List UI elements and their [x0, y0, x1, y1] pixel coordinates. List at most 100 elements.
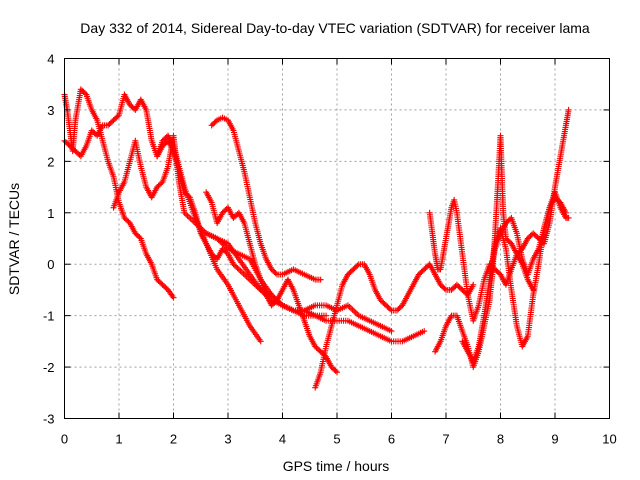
data-point — [504, 236, 511, 243]
data-point — [354, 262, 361, 269]
data-point — [88, 127, 95, 134]
data-point — [154, 276, 161, 283]
data-point — [155, 277, 162, 284]
data-point — [317, 348, 324, 355]
data-point — [553, 195, 560, 202]
data-point — [72, 148, 79, 155]
data-point — [384, 303, 391, 310]
data-point — [230, 261, 237, 268]
series-track-5 — [208, 114, 324, 283]
data-point — [419, 267, 426, 274]
data-point — [331, 366, 338, 373]
data-point — [344, 271, 351, 278]
data-point — [268, 266, 275, 273]
data-point — [554, 196, 561, 203]
data-point — [155, 182, 162, 189]
data-point — [513, 250, 520, 257]
data-point — [211, 253, 218, 260]
series-track-12 — [486, 194, 569, 283]
data-point — [347, 268, 354, 275]
y-tick-label: 1 — [47, 206, 54, 221]
data-point — [393, 307, 400, 314]
data-point — [181, 189, 188, 196]
data-point — [455, 283, 462, 290]
data-point — [75, 150, 82, 157]
data-point — [132, 230, 139, 237]
y-axis-title: SDTVAR / TECUs — [6, 183, 22, 295]
data-point — [234, 265, 241, 272]
data-point — [507, 239, 514, 246]
data-point — [398, 303, 405, 310]
data-point — [381, 301, 388, 308]
data-point — [129, 104, 136, 111]
data-point — [451, 284, 458, 291]
data-point — [565, 106, 572, 113]
data-point — [269, 301, 276, 308]
data-point — [534, 234, 541, 241]
data-point — [64, 140, 71, 147]
data-point — [111, 115, 118, 122]
data-point — [211, 119, 218, 126]
data-point — [453, 281, 460, 288]
data-point — [160, 136, 167, 143]
data-point — [230, 214, 237, 221]
data-point — [530, 230, 537, 237]
data-point — [271, 268, 278, 275]
data-point — [233, 263, 240, 270]
series-track-7 — [203, 230, 428, 345]
data-point — [504, 218, 511, 225]
data-point — [231, 262, 238, 269]
data-point — [385, 304, 392, 311]
data-point — [65, 141, 72, 148]
axis-ticks — [64, 58, 610, 419]
data-point — [457, 285, 464, 292]
data-point — [156, 279, 163, 286]
data-point — [346, 270, 353, 277]
x-axis-tick-labels: 0 1 2 3 4 5 6 7 8 9 10 — [61, 432, 617, 447]
data-point — [159, 137, 166, 144]
data-point — [459, 286, 466, 293]
data-point — [107, 119, 114, 126]
data-point — [133, 231, 140, 238]
data-point — [126, 101, 133, 108]
data-point — [159, 281, 166, 288]
data-point — [185, 193, 192, 200]
data-point — [71, 146, 78, 153]
data-point — [158, 280, 165, 287]
data-point — [380, 299, 387, 306]
data-point — [449, 285, 456, 292]
data-point — [417, 270, 424, 277]
data-point — [334, 369, 340, 376]
data-point — [162, 135, 169, 142]
data-point — [62, 139, 69, 146]
data-point — [556, 198, 563, 205]
y-tick-label: 0 — [47, 257, 54, 272]
data-point — [182, 190, 189, 197]
data-point — [73, 149, 80, 156]
data-point — [135, 232, 142, 239]
data-point — [268, 302, 275, 309]
data-point — [421, 328, 428, 335]
x-tick-label: 4 — [279, 432, 286, 447]
data-point — [109, 118, 116, 125]
data-point — [91, 130, 98, 137]
y-axis-tick-labels: -3 -2 -1 0 1 2 3 4 — [43, 52, 55, 427]
data-point — [219, 209, 226, 216]
data-point — [421, 266, 428, 273]
data-point — [156, 181, 163, 188]
data-point — [562, 209, 569, 216]
y-tick-label: 3 — [47, 103, 54, 118]
data-point — [496, 270, 503, 277]
data-point — [106, 121, 113, 128]
x-tick-label: 0 — [61, 432, 68, 447]
data-point — [210, 252, 217, 259]
data-point — [312, 343, 319, 350]
data-point — [377, 297, 384, 304]
data-point — [396, 304, 403, 311]
data-point — [68, 144, 75, 151]
data-point — [502, 220, 509, 227]
data-point — [113, 114, 120, 121]
data-point — [124, 217, 131, 224]
data-point — [423, 263, 430, 270]
data-point — [105, 122, 112, 129]
